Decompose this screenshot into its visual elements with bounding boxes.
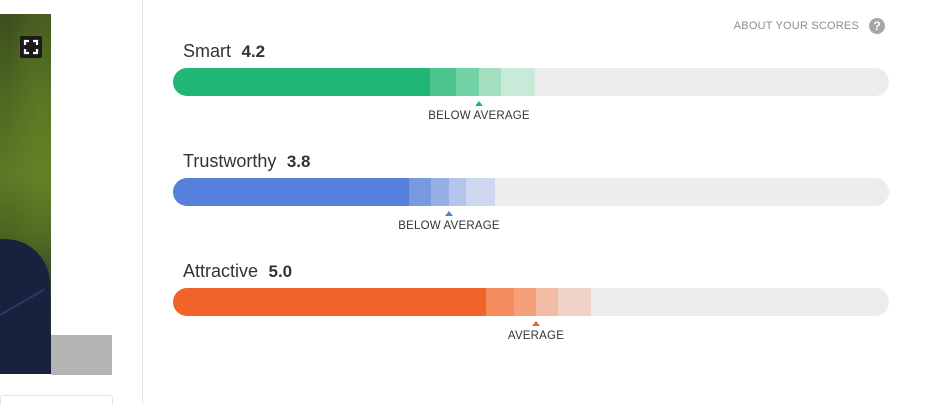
- score-header: Smart 4.2: [183, 40, 265, 62]
- score-header: Trustworthy 3.8: [183, 150, 310, 172]
- score-bar-band: [466, 178, 495, 206]
- score-bar: [173, 288, 889, 316]
- about-your-scores-link[interactable]: ABOUT YOUR SCORES ?: [734, 18, 885, 34]
- score-value: 4.2: [241, 42, 266, 61]
- bottom-card: [0, 395, 113, 404]
- user-photo: [0, 14, 51, 374]
- score-bar-fill: [173, 68, 430, 96]
- score-header: Attractive 5.0: [183, 260, 292, 282]
- score-bar-band: [536, 288, 558, 316]
- score-bar: [173, 68, 889, 96]
- score-verdict: AVERAGE: [507, 330, 565, 342]
- photo-person-silhouette: [0, 239, 50, 374]
- score-verdict: BELOW AVERAGE: [398, 220, 500, 232]
- score-bar-band: [558, 288, 591, 316]
- score-value: 3.8: [286, 152, 311, 171]
- score-bar-band: [430, 68, 456, 96]
- score-bar-fill: [173, 288, 486, 316]
- score-trustworthy: Trustworthy 3.8 BELOW AVERAGE: [173, 150, 889, 240]
- score-bar-band: [514, 288, 536, 316]
- score-bar-fill: [173, 178, 409, 206]
- score-attractive: Attractive 5.0 AVERAGE: [173, 260, 889, 350]
- score-label: Trustworthy: [183, 151, 277, 171]
- score-smart: Smart 4.2 BELOW AVERAGE: [173, 40, 889, 130]
- score-verdict: BELOW AVERAGE: [428, 110, 530, 122]
- photo-placeholder-panel: [51, 335, 112, 375]
- score-label: Smart: [183, 41, 232, 61]
- score-bar-band: [409, 178, 431, 206]
- average-marker: [445, 211, 453, 216]
- score-bar-band: [486, 288, 514, 316]
- score-bar-band: [501, 68, 535, 96]
- expand-photo-button[interactable]: [20, 36, 42, 58]
- average-marker: [532, 321, 540, 326]
- average-marker: [475, 101, 483, 106]
- score-bar: [173, 178, 889, 206]
- score-label: Attractive: [183, 261, 259, 281]
- score-bar-band: [456, 68, 479, 96]
- expand-icon: [23, 39, 39, 55]
- about-your-scores-label: ABOUT YOUR SCORES: [733, 20, 859, 32]
- help-icon[interactable]: ?: [869, 18, 885, 34]
- score-bar-band: [479, 68, 501, 96]
- score-value: 5.0: [268, 262, 293, 281]
- panel-divider: [142, 0, 143, 404]
- score-bar-band: [431, 178, 449, 206]
- score-bar-band: [449, 178, 466, 206]
